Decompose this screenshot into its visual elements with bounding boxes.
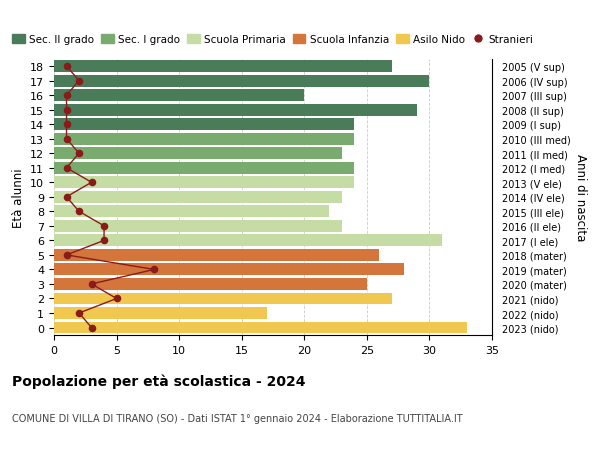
Bar (54, 322, 467, 334)
Point (74, 208, 84, 216)
Bar (54, 220, 342, 232)
Point (99, 237, 109, 245)
Bar (54, 206, 329, 218)
Point (62, 194, 71, 201)
Bar (54, 177, 355, 189)
Bar (54, 61, 392, 73)
Point (62, 121, 71, 129)
Point (87, 324, 97, 331)
Point (74, 150, 84, 157)
Point (74, 78, 84, 85)
Bar (54, 134, 355, 146)
Point (62, 107, 71, 114)
Point (62, 252, 71, 259)
Bar (54, 235, 442, 247)
Bar (54, 279, 367, 290)
Bar (54, 249, 379, 261)
Bar (54, 308, 267, 319)
Bar (54, 119, 355, 131)
Bar (54, 75, 430, 87)
Legend: Sec. II grado, Sec. I grado, Scuola Primaria, Scuola Infanzia, Asilo Nido, Stran: Sec. II grado, Sec. I grado, Scuola Prim… (8, 30, 538, 49)
Point (87, 280, 97, 288)
Y-axis label: Anni di nascita: Anni di nascita (574, 154, 587, 241)
Bar (54, 191, 342, 203)
Point (62, 63, 71, 71)
Bar (54, 90, 304, 102)
Point (149, 266, 159, 274)
Point (62, 136, 71, 143)
Y-axis label: Età alunni: Età alunni (11, 168, 25, 227)
Point (99, 223, 109, 230)
Bar (54, 264, 404, 276)
Point (87, 179, 97, 186)
Text: COMUNE DI VILLA DI TIRANO (SO) - Dati ISTAT 1° gennaio 2024 - Elaborazione TUTTI: COMUNE DI VILLA DI TIRANO (SO) - Dati IS… (12, 413, 463, 423)
Point (62, 165, 71, 172)
Bar (54, 162, 355, 174)
Bar (54, 105, 417, 116)
Text: Popolazione per età scolastica - 2024: Popolazione per età scolastica - 2024 (12, 374, 305, 389)
Bar (54, 293, 392, 305)
Bar (54, 148, 342, 160)
Point (62, 92, 71, 100)
Point (112, 295, 121, 302)
Point (74, 310, 84, 317)
